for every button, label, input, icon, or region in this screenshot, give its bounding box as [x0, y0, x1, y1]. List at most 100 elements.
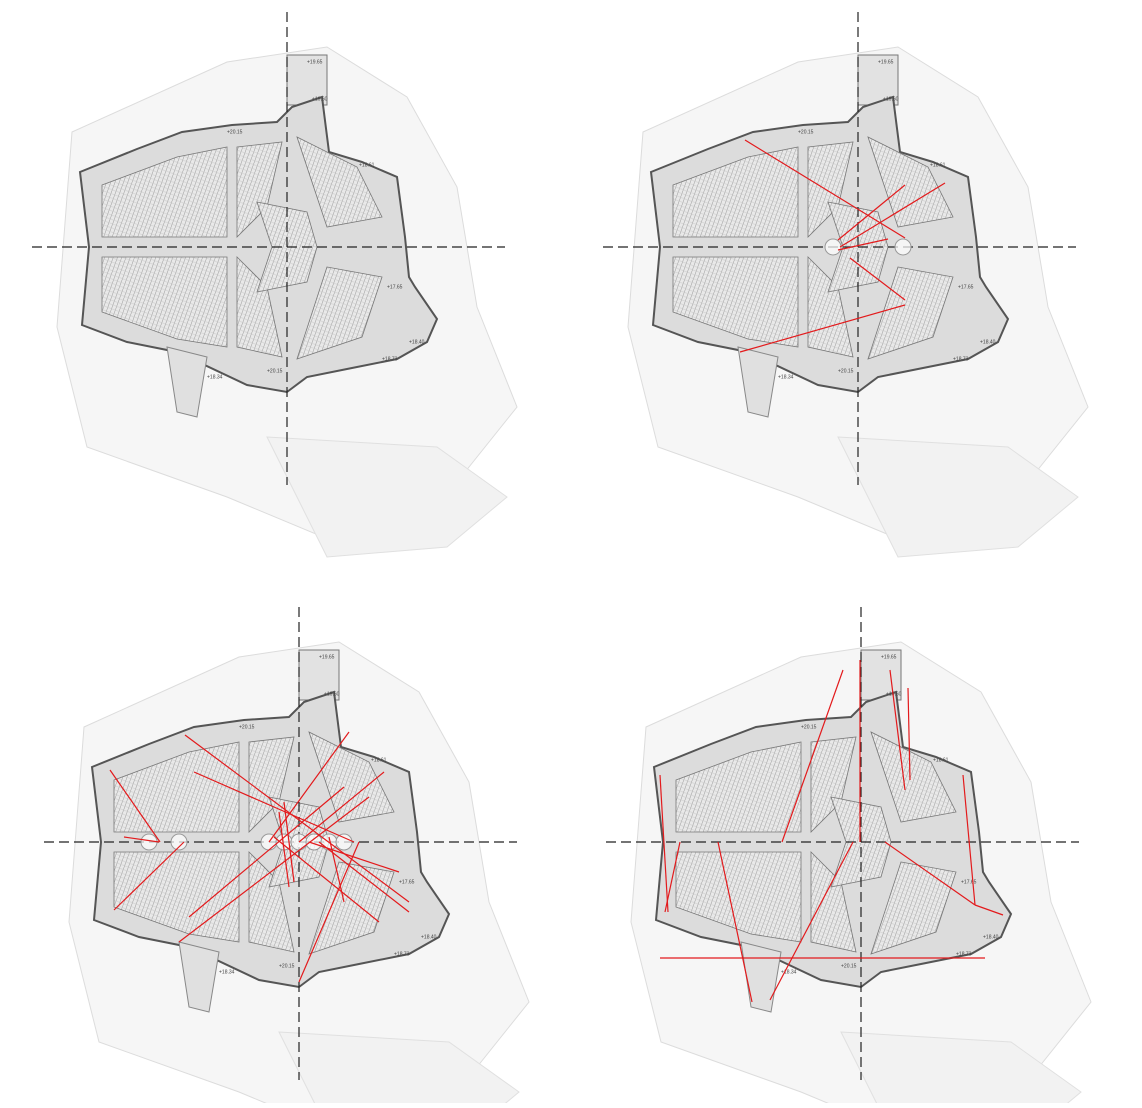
sightline	[839, 182, 946, 248]
sightline	[962, 774, 976, 906]
seating-block	[308, 861, 395, 955]
sightline	[328, 836, 345, 903]
sightline	[769, 841, 854, 1001]
sightline	[193, 771, 355, 843]
level-label: +18.61	[930, 162, 946, 168]
level-label: +20.15	[841, 963, 857, 969]
seating-block	[870, 861, 957, 955]
focus-circle	[894, 238, 912, 256]
level-label: +19.65	[881, 654, 897, 660]
sightline	[664, 841, 681, 913]
level-label: +20.15	[279, 963, 295, 969]
focus-circle	[335, 833, 353, 851]
ghost-stair	[278, 1031, 520, 1108]
sightline	[974, 904, 1004, 916]
level-label: +18.34	[778, 374, 794, 380]
level-label: +18.34	[781, 969, 797, 975]
sightline	[739, 304, 906, 353]
sightline	[113, 841, 185, 911]
seating-block	[248, 851, 295, 953]
seating-block	[296, 266, 383, 360]
entry-wing	[178, 941, 220, 1013]
level-label: +19.65	[319, 654, 335, 660]
focus-circle	[140, 833, 158, 851]
level-label: +20.15	[239, 724, 255, 730]
seating-block	[867, 266, 954, 360]
plan-panel: +19.65 +19.60 +20.15 +18.61 +17.65 +18.40 +18.…	[32, 12, 518, 558]
level-label: +19.60	[886, 691, 902, 697]
level-label: +18.61	[359, 162, 375, 168]
level-label: +20.15	[801, 724, 817, 730]
level-label: +17.65	[958, 284, 974, 290]
seating-block	[810, 851, 857, 953]
sightline	[188, 786, 345, 918]
ghost-stair	[837, 436, 1079, 558]
level-label: +18.73	[382, 356, 398, 362]
seating-block	[807, 256, 854, 358]
sightline	[837, 238, 889, 251]
sightline	[907, 687, 911, 781]
plan-panel: +19.65 +19.60 +20.15 +18.61 +17.65 +18.40 +18.…	[603, 12, 1089, 558]
level-label: +18.73	[956, 951, 972, 957]
level-label: +19.60	[324, 691, 340, 697]
level-label: +18.40	[409, 339, 425, 345]
seating-block	[308, 731, 395, 823]
level-label: +18.61	[371, 757, 387, 763]
level-label: +20.15	[798, 129, 814, 135]
seating-block	[675, 851, 802, 943]
ghost-stair	[840, 1031, 1082, 1108]
level-label: +18.34	[219, 969, 235, 975]
level-label: +19.60	[883, 96, 899, 102]
sightline	[308, 841, 400, 873]
level-label: +17.65	[399, 879, 415, 885]
sightline	[268, 731, 350, 843]
level-label: +17.65	[961, 879, 977, 885]
sightline	[273, 836, 380, 923]
seating-block	[101, 146, 228, 238]
sightline	[318, 841, 410, 913]
seating-block	[296, 136, 383, 228]
level-label: +18.61	[933, 757, 949, 763]
level-label: +19.65	[878, 59, 894, 65]
sightline	[178, 796, 370, 943]
level-label: +20.15	[227, 129, 243, 135]
seating-block	[672, 146, 799, 238]
entry-wing	[166, 346, 208, 418]
sightline	[837, 184, 906, 241]
level-label: +18.34	[207, 374, 223, 380]
sightline	[849, 257, 906, 301]
seating-block	[870, 731, 957, 823]
sightline	[717, 841, 753, 1003]
ghost-stair	[266, 436, 508, 558]
seating-block	[236, 256, 283, 358]
sightline	[278, 811, 290, 888]
level-label: +17.65	[387, 284, 403, 290]
sightline	[659, 774, 669, 913]
sightline	[889, 669, 906, 791]
sightline	[298, 771, 385, 843]
level-label: +18.40	[421, 934, 437, 940]
level-label: +20.15	[838, 368, 854, 374]
level-label: +18.40	[980, 339, 996, 345]
sightline	[184, 734, 410, 903]
plan-panel: +19.65 +19.60 +20.15 +18.61 +17.65 +18.40 +18.…	[606, 607, 1092, 1108]
level-label: +19.65	[307, 59, 323, 65]
level-label: +19.60	[312, 96, 328, 102]
seating-block	[101, 256, 228, 348]
sightline	[283, 801, 295, 883]
focus-circle	[824, 238, 842, 256]
level-label: +18.73	[953, 356, 969, 362]
sightline	[109, 769, 161, 843]
focus-circle	[170, 833, 188, 851]
sightline	[744, 139, 906, 239]
sightline	[781, 669, 844, 843]
entry-wing	[737, 346, 779, 418]
level-label: +20.15	[267, 368, 283, 374]
sightline	[884, 841, 976, 906]
sightline	[123, 836, 160, 843]
seating-block	[113, 741, 240, 833]
level-label: +18.73	[394, 951, 410, 957]
seating-block	[867, 136, 954, 228]
